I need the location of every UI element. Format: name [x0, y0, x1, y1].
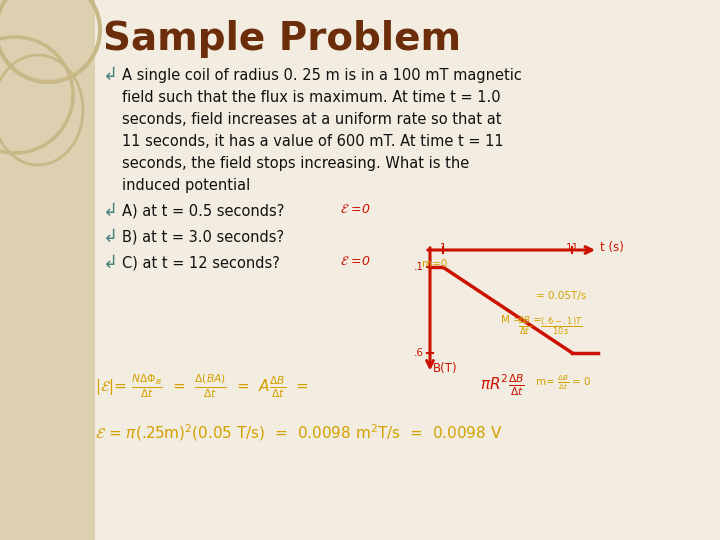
Text: m=0: m=0	[423, 259, 448, 269]
Text: A) at t = 0.5 seconds?: A) at t = 0.5 seconds?	[122, 204, 284, 219]
Text: seconds, field increases at a uniform rate so that at: seconds, field increases at a uniform ra…	[122, 112, 502, 127]
Text: induced potential: induced potential	[122, 178, 251, 193]
Text: Sample Problem: Sample Problem	[103, 20, 461, 58]
Text: ↲: ↲	[103, 228, 118, 246]
Text: ↲: ↲	[103, 66, 118, 84]
Text: ↲: ↲	[103, 202, 118, 220]
Polygon shape	[0, 0, 95, 540]
Text: $\frac{(.6-.1)T}{10\,s}$: $\frac{(.6-.1)T}{10\,s}$	[540, 315, 582, 337]
Text: $\mathcal{E}$ = $\pi$(.25m)$^2$(0.05 T/s)  =  0.0098 m$^2$T/s  =  0.0098 V: $\mathcal{E}$ = $\pi$(.25m)$^2$(0.05 T/s…	[95, 422, 503, 443]
Text: m= $\frac{\Delta B}{\Delta t}$ = 0: m= $\frac{\Delta B}{\Delta t}$ = 0	[535, 374, 591, 392]
Text: M =: M =	[501, 315, 525, 325]
Text: .1: .1	[414, 262, 424, 272]
Text: C) at t = 12 seconds?: C) at t = 12 seconds?	[122, 256, 280, 271]
Text: 1: 1	[440, 243, 446, 253]
Text: A single coil of radius 0. 25 m is in a 100 mT magnetic: A single coil of radius 0. 25 m is in a …	[122, 68, 522, 83]
Text: ↲: ↲	[103, 254, 118, 272]
Text: seconds, the field stops increasing. What is the: seconds, the field stops increasing. Wha…	[122, 156, 469, 171]
Text: $\frac{\Delta B}{\Delta t}$: $\frac{\Delta B}{\Delta t}$	[518, 315, 532, 337]
Text: B(T): B(T)	[433, 362, 458, 375]
Text: $\pi R^2\frac{\Delta B}{\Delta t}$: $\pi R^2\frac{\Delta B}{\Delta t}$	[480, 372, 525, 397]
Text: 11 seconds, it has a value of 600 mT. At time t = 11: 11 seconds, it has a value of 600 mT. At…	[122, 134, 503, 149]
Text: .6: .6	[414, 348, 424, 358]
Text: t (s): t (s)	[600, 241, 624, 254]
Text: $\mathcal{E}$ =0: $\mathcal{E}$ =0	[340, 203, 371, 216]
Text: $|\mathcal{E}|$= $\frac{N\Delta\Phi_B}{\Delta t}$  =  $\frac{\Delta(BA)}{\Delta : $|\mathcal{E}|$= $\frac{N\Delta\Phi_B}{\…	[95, 372, 310, 400]
Text: field such that the flux is maximum. At time t = 1.0: field such that the flux is maximum. At …	[122, 90, 500, 105]
Text: =: =	[534, 315, 542, 325]
Text: $\mathcal{E}$ =0: $\mathcal{E}$ =0	[340, 255, 371, 268]
Text: B) at t = 3.0 seconds?: B) at t = 3.0 seconds?	[122, 230, 284, 245]
Text: = 0.05T/s: = 0.05T/s	[536, 291, 586, 301]
Text: 11: 11	[565, 243, 579, 253]
